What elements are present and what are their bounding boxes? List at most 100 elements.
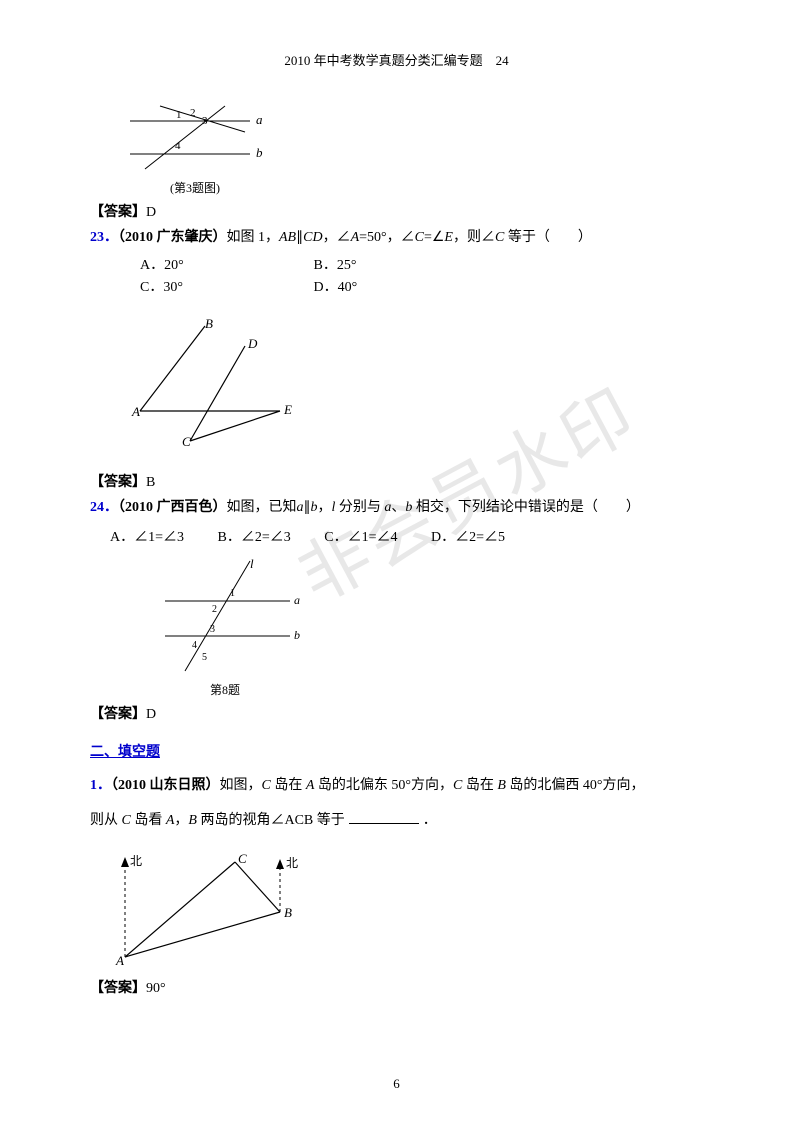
answer-q24: 【答案】D	[90, 703, 703, 723]
q1-l2d: 两岛的视角∠ACB 等于	[197, 813, 345, 828]
q1-te: 岛的北偏西 40°方向，	[506, 778, 645, 793]
svg-text:2: 2	[212, 604, 217, 615]
svg-text:A: A	[115, 953, 124, 967]
answer-q-prev: 【答案】D	[90, 201, 703, 221]
answer-label-1: 【答案】	[90, 981, 146, 996]
svg-text:B: B	[205, 316, 213, 331]
q23-source: （2010 广东肇庆）	[118, 230, 227, 245]
svg-text:b: b	[256, 145, 263, 160]
q24-opt-c: C．∠1=∠4	[324, 530, 397, 545]
q1-l2e: ．	[423, 813, 437, 828]
svg-text:3: 3	[210, 624, 215, 635]
q23-cd: CD	[303, 230, 322, 245]
answer-label: 【答案】	[90, 205, 146, 220]
answer-value-24: D	[146, 707, 156, 722]
svg-text:2: 2	[190, 107, 196, 119]
svg-text:b: b	[294, 628, 300, 642]
figure-q23: A B C D E	[120, 316, 703, 451]
answer-label-24: 【答案】	[90, 707, 146, 722]
q24-tb: ，	[318, 500, 332, 515]
blank-fill	[349, 823, 419, 824]
page-content: 2010 年中考数学真题分类汇编专题 24 1 2 3 4 a b (第3题图)…	[90, 50, 703, 997]
q24-opt-b: B．∠2=∠3	[218, 530, 291, 545]
q23-ab: AB	[279, 230, 296, 245]
answer-value-1: 90°	[146, 981, 166, 996]
q23-text: 如图 1，	[227, 230, 280, 245]
q1-source: （2010 山东日照）	[111, 778, 220, 793]
svg-text:5: 5	[202, 652, 207, 663]
q23-tb: ，∠	[323, 230, 351, 245]
q23-eq50: =50°，∠	[359, 230, 415, 245]
q24-num: 24．	[90, 500, 118, 515]
q1-tb: 岛在	[271, 778, 306, 793]
figure-caption-q24: 第8题	[210, 681, 703, 698]
q1-l2b: 岛看	[131, 813, 166, 828]
svg-text:A: A	[131, 404, 140, 419]
svg-text:l: l	[250, 556, 254, 571]
svg-text:D: D	[247, 336, 258, 351]
svg-text:4: 4	[192, 640, 197, 651]
question-24: 24．（2010 广西百色）如图，已知a∥b，l 分别与 a、b 相交，下列结论…	[90, 495, 703, 520]
q23-options: A．20° B．25° C．30° D．40°	[140, 254, 703, 296]
q23-cv2: C	[495, 230, 504, 245]
q24-options: A．∠1=∠3 B．∠2=∠3 C．∠1=∠4 D．∠2=∠5	[110, 526, 703, 546]
section-2-header: 二、填空题	[90, 741, 703, 761]
figure-q3: 1 2 3 4 a b (第3题图)	[120, 94, 703, 196]
q24-ta: 如图，已知	[227, 500, 297, 515]
q23-opt-a: A．20°	[140, 254, 310, 274]
q23-opt-d: D．40°	[314, 276, 358, 296]
q23-eqe: =∠	[424, 230, 444, 245]
answer-label-23: 【答案】	[90, 475, 146, 490]
north-label-b: 北	[286, 856, 298, 870]
page-number: 6	[0, 1076, 793, 1092]
q1-cv2: C	[453, 778, 462, 793]
answer-q23: 【答案】B	[90, 471, 703, 491]
q1-cv: C	[262, 778, 271, 793]
q23-td: 等于（ ）	[504, 230, 592, 245]
question-1: 1．（2010 山东日照）如图，C 岛在 A 岛的北偏东 50°方向，C 岛在 …	[90, 771, 703, 802]
q23-ev: E	[444, 230, 453, 245]
figure-caption-q3: (第3题图)	[170, 179, 703, 196]
q23-opt-b: B．25°	[314, 254, 357, 274]
q23-num: 23．	[90, 230, 118, 245]
page-header: 2010 年中考数学真题分类汇编专题 24	[90, 50, 703, 69]
figure-q1: A B C 北 北	[100, 847, 703, 972]
q24-par: ∥	[304, 500, 311, 515]
q24-opt-a: A．∠1=∠3	[110, 530, 184, 545]
q23-cv: C	[415, 230, 424, 245]
q23-tc: ，则∠	[453, 230, 495, 245]
q1-l2a: 则从	[90, 813, 122, 828]
q1-l2c: ，	[174, 813, 188, 828]
q24-source: （2010 广西百色）	[118, 500, 227, 515]
q24-bv: b	[311, 500, 318, 515]
answer-q1: 【答案】90°	[90, 977, 703, 997]
answer-value: D	[146, 205, 156, 220]
svg-text:3: 3	[202, 115, 208, 127]
svg-text:a: a	[256, 112, 263, 127]
q23-opt-c: C．30°	[140, 276, 310, 296]
q1-tc: 岛的北偏东 50°方向，	[314, 778, 453, 793]
svg-text:1: 1	[176, 109, 182, 121]
svg-text:1: 1	[230, 588, 235, 599]
north-label-a: 北	[130, 854, 142, 868]
svg-text:a: a	[294, 593, 300, 607]
question-1-line2: 则从 C 岛看 A，B 两岛的视角∠ACB 等于．	[90, 806, 703, 837]
q1-bv2: B	[188, 813, 197, 828]
svg-text:C: C	[182, 434, 191, 446]
q1-ta: 如图，	[220, 778, 262, 793]
q24-opt-d: D．∠2=∠5	[431, 530, 505, 545]
svg-text:E: E	[283, 402, 292, 417]
q1-bv: B	[497, 778, 506, 793]
q23-av: A	[351, 230, 360, 245]
svg-text:C: C	[238, 851, 247, 866]
q1-td: 岛在	[462, 778, 497, 793]
svg-text:B: B	[284, 905, 292, 920]
question-23: 23．（2010 广东肇庆）如图 1，AB∥CD，∠A=50°，∠C=∠E，则∠…	[90, 225, 703, 250]
q24-av: a	[297, 500, 304, 515]
figure-q24: l a b 1 2 3 4 5 第8题	[150, 556, 703, 698]
svg-text:4: 4	[175, 140, 181, 152]
q1-cv3: C	[122, 813, 131, 828]
q1-num: 1．	[90, 778, 111, 793]
q24-te: 相交，下列结论中错误的是（ ）	[412, 500, 640, 515]
answer-value-23: B	[146, 475, 155, 490]
